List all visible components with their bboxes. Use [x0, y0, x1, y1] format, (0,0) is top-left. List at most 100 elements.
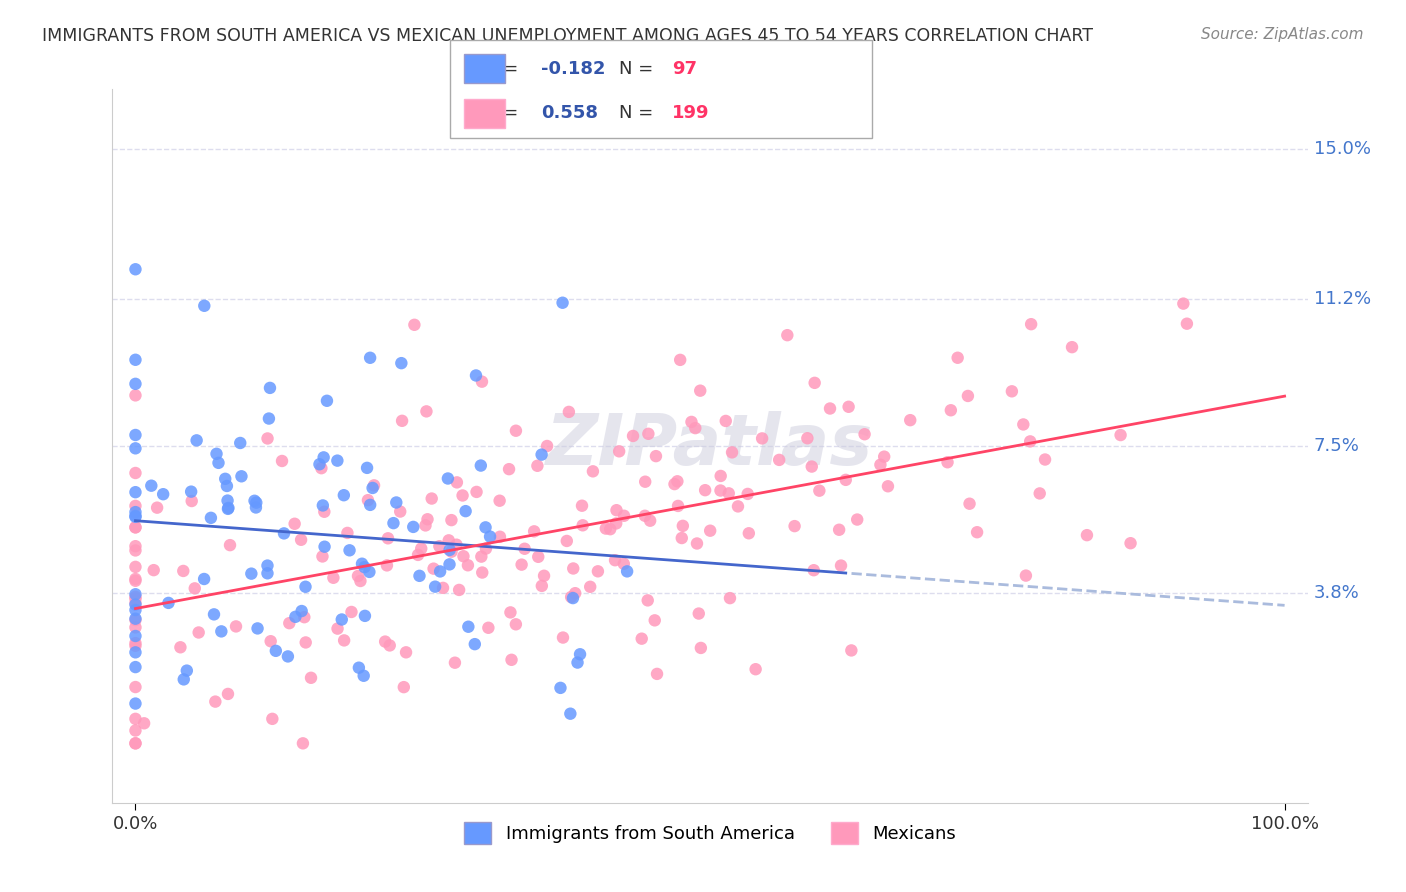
Point: [292, 610, 315, 624]
Point: [505, 617, 527, 632]
Point: [1076, 528, 1098, 542]
Point: [347, 569, 370, 583]
Point: [347, 661, 370, 675]
Point: [124, 560, 146, 574]
Point: [184, 582, 207, 596]
Point: [217, 493, 239, 508]
Point: [429, 565, 451, 579]
Text: 11.2%: 11.2%: [1313, 290, 1371, 309]
Point: [124, 520, 146, 534]
Point: [124, 697, 146, 711]
Point: [505, 424, 527, 438]
Point: [709, 483, 731, 498]
Point: [1012, 417, 1035, 432]
Text: ZIPatlas: ZIPatlas: [547, 411, 873, 481]
Text: N =: N =: [619, 104, 658, 122]
Point: [333, 488, 356, 502]
Point: [571, 499, 593, 513]
Point: [751, 431, 773, 445]
Point: [284, 516, 307, 531]
Point: [152, 487, 174, 501]
Point: [246, 622, 269, 636]
Point: [374, 634, 396, 648]
Point: [124, 587, 146, 601]
Point: [217, 500, 239, 515]
Point: [688, 607, 710, 621]
Point: [259, 381, 281, 395]
Point: [501, 653, 523, 667]
Point: [595, 522, 617, 536]
Text: Source: ZipAtlas.com: Source: ZipAtlas.com: [1201, 27, 1364, 42]
Point: [124, 598, 146, 612]
Point: [853, 427, 876, 442]
Point: [219, 538, 242, 552]
Point: [193, 572, 215, 586]
Text: N =: N =: [619, 60, 658, 78]
Point: [464, 637, 486, 651]
Point: [1175, 317, 1198, 331]
Point: [124, 639, 146, 653]
Point: [645, 449, 668, 463]
Point: [359, 565, 381, 579]
Point: [395, 645, 418, 659]
Point: [737, 487, 759, 501]
Point: [966, 525, 988, 540]
Point: [498, 462, 520, 476]
Point: [124, 612, 146, 626]
Point: [846, 512, 869, 526]
Point: [569, 647, 592, 661]
Point: [124, 629, 146, 643]
Point: [124, 485, 146, 500]
Point: [416, 512, 439, 526]
Point: [446, 538, 468, 552]
Point: [229, 436, 252, 450]
Point: [1019, 434, 1042, 449]
Point: [356, 461, 378, 475]
Point: [605, 503, 627, 517]
Point: [291, 736, 314, 750]
Legend: Immigrants from South America, Mexicans: Immigrants from South America, Mexicans: [457, 814, 963, 851]
Point: [666, 475, 689, 489]
Point: [551, 631, 574, 645]
Point: [877, 479, 900, 493]
Point: [207, 456, 229, 470]
Point: [1015, 568, 1038, 582]
Point: [1001, 384, 1024, 399]
Point: [422, 561, 444, 575]
Point: [290, 533, 312, 547]
Point: [710, 469, 733, 483]
Point: [685, 421, 707, 435]
Point: [796, 431, 818, 445]
Point: [446, 475, 468, 490]
Point: [284, 609, 307, 624]
Point: [312, 499, 335, 513]
Point: [411, 541, 433, 556]
Point: [555, 533, 578, 548]
Point: [124, 613, 146, 627]
Point: [402, 520, 425, 534]
Point: [378, 639, 401, 653]
Point: [454, 504, 477, 518]
Point: [721, 445, 744, 459]
Point: [1173, 296, 1195, 310]
Point: [616, 565, 638, 579]
Point: [1033, 452, 1056, 467]
Text: R =: R =: [485, 104, 524, 122]
Point: [530, 448, 553, 462]
Point: [465, 484, 488, 499]
Point: [173, 673, 195, 687]
Point: [558, 405, 581, 419]
Point: [271, 454, 294, 468]
Text: IMMIGRANTS FROM SOUTH AMERICA VS MEXICAN UNEMPLOYMENT AMONG AGES 45 TO 54 YEARS : IMMIGRANTS FROM SOUTH AMERICA VS MEXICAN…: [42, 27, 1094, 45]
Point: [256, 558, 278, 573]
Point: [404, 318, 426, 332]
Point: [439, 543, 461, 558]
Point: [277, 649, 299, 664]
Point: [432, 581, 454, 595]
Point: [644, 613, 666, 627]
Point: [353, 669, 375, 683]
Point: [477, 621, 499, 635]
Point: [389, 504, 412, 518]
Point: [835, 473, 858, 487]
Point: [470, 458, 492, 473]
